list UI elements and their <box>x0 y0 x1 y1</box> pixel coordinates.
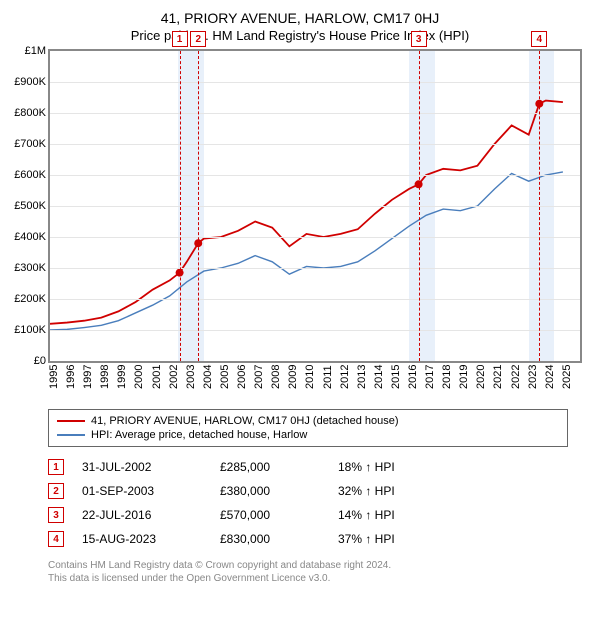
y-axis-label: £900K <box>14 76 46 88</box>
x-axis-label: 2017 <box>424 365 441 399</box>
x-axis-label: 2023 <box>527 365 544 399</box>
x-axis-label: 2018 <box>441 365 458 399</box>
y-axis-label: £100K <box>14 324 46 336</box>
x-axis-labels: 1995199619971998199920002001200220032004… <box>48 363 578 399</box>
sale-price: £285,000 <box>220 460 320 474</box>
sale-row: 2 01-SEP-2003 £380,000 32% ↑ HPI <box>48 479 568 503</box>
sale-marker: 3 <box>411 31 427 47</box>
x-axis-label: 2003 <box>185 365 202 399</box>
sale-price: £380,000 <box>220 484 320 498</box>
sale-marker: 1 <box>172 31 188 47</box>
legend-item: 41, PRIORY AVENUE, HARLOW, CM17 0HJ (det… <box>57 414 559 428</box>
sale-marker-badge: 4 <box>48 531 64 547</box>
sale-date: 31-JUL-2002 <box>82 460 202 474</box>
attribution-line: This data is licensed under the Open Gov… <box>48 572 568 585</box>
x-axis-label: 1996 <box>65 365 82 399</box>
x-axis-label: 2000 <box>133 365 150 399</box>
sales-table: 1 31-JUL-2002 £285,000 18% ↑ HPI 2 01-SEP-200… <box>48 455 568 551</box>
x-axis-label: 2010 <box>304 365 321 399</box>
sale-row: 3 22-JUL-2016 £570,000 14% ↑ HPI <box>48 503 568 527</box>
x-axis-label: 2020 <box>475 365 492 399</box>
sale-date: 01-SEP-2003 <box>82 484 202 498</box>
sale-marker: 2 <box>190 31 206 47</box>
sale-marker-badge: 3 <box>48 507 64 523</box>
legend-label: HPI: Average price, detached house, Harl… <box>91 429 307 441</box>
attribution-line: Contains HM Land Registry data © Crown c… <box>48 559 568 572</box>
x-axis-label: 1997 <box>82 365 99 399</box>
sale-row: 1 31-JUL-2002 £285,000 18% ↑ HPI <box>48 455 568 479</box>
sale-date: 15-AUG-2023 <box>82 532 202 546</box>
sale-price: £570,000 <box>220 508 320 522</box>
sale-pct: 18% ↑ HPI <box>338 460 458 474</box>
chart-plot-area: £0£100K£200K£300K£400K£500K£600K£700K£80… <box>48 49 582 363</box>
chart-title: 41, PRIORY AVENUE, HARLOW, CM17 0HJ <box>12 10 588 26</box>
x-axis-label: 2021 <box>492 365 509 399</box>
sale-pct: 32% ↑ HPI <box>338 484 458 498</box>
x-axis-label: 2022 <box>510 365 527 399</box>
sale-pct: 37% ↑ HPI <box>338 532 458 546</box>
x-axis-label: 2019 <box>458 365 475 399</box>
x-axis-label: 2011 <box>322 365 339 399</box>
sale-price: £830,000 <box>220 532 320 546</box>
y-axis-label: £300K <box>14 262 46 274</box>
sale-marker-badge: 2 <box>48 483 64 499</box>
x-axis-label: 2001 <box>151 365 168 399</box>
x-axis-label: 1995 <box>48 365 65 399</box>
x-axis-label: 2008 <box>270 365 287 399</box>
x-axis-label: 2012 <box>339 365 356 399</box>
x-axis-label: 1998 <box>99 365 116 399</box>
y-axis-label: £400K <box>14 231 46 243</box>
y-axis-label: £1M <box>25 45 46 57</box>
x-axis-label: 2024 <box>544 365 561 399</box>
x-axis-label: 2004 <box>202 365 219 399</box>
y-axis-label: £0 <box>34 355 46 367</box>
legend-swatch <box>57 434 85 436</box>
sale-row: 4 15-AUG-2023 £830,000 37% ↑ HPI <box>48 527 568 551</box>
chart-container: 41, PRIORY AVENUE, HARLOW, CM17 0HJ Pric… <box>0 0 600 593</box>
x-axis-label: 1999 <box>116 365 133 399</box>
sale-marker: 4 <box>531 31 547 47</box>
legend: 41, PRIORY AVENUE, HARLOW, CM17 0HJ (det… <box>48 409 568 447</box>
x-axis-label: 2002 <box>168 365 185 399</box>
x-axis-label: 2025 <box>561 365 578 399</box>
x-axis-label: 2014 <box>373 365 390 399</box>
x-axis-label: 2005 <box>219 365 236 399</box>
x-axis-label: 2013 <box>356 365 373 399</box>
x-axis-label: 2006 <box>236 365 253 399</box>
y-axis-label: £500K <box>14 200 46 212</box>
legend-item: HPI: Average price, detached house, Harl… <box>57 428 559 442</box>
sale-date: 22-JUL-2016 <box>82 508 202 522</box>
sale-marker-badge: 1 <box>48 459 64 475</box>
attribution: Contains HM Land Registry data © Crown c… <box>48 559 568 585</box>
y-axis-label: £700K <box>14 138 46 150</box>
legend-label: 41, PRIORY AVENUE, HARLOW, CM17 0HJ (det… <box>91 415 399 427</box>
legend-swatch <box>57 420 85 422</box>
x-axis-label: 2016 <box>407 365 424 399</box>
y-axis-label: £200K <box>14 293 46 305</box>
chart-subtitle: Price paid vs. HM Land Registry's House … <box>12 28 588 43</box>
x-axis-label: 2009 <box>287 365 304 399</box>
y-axis-label: £600K <box>14 169 46 181</box>
x-axis-label: 2015 <box>390 365 407 399</box>
sale-pct: 14% ↑ HPI <box>338 508 458 522</box>
y-axis-label: £800K <box>14 107 46 119</box>
x-axis-label: 2007 <box>253 365 270 399</box>
